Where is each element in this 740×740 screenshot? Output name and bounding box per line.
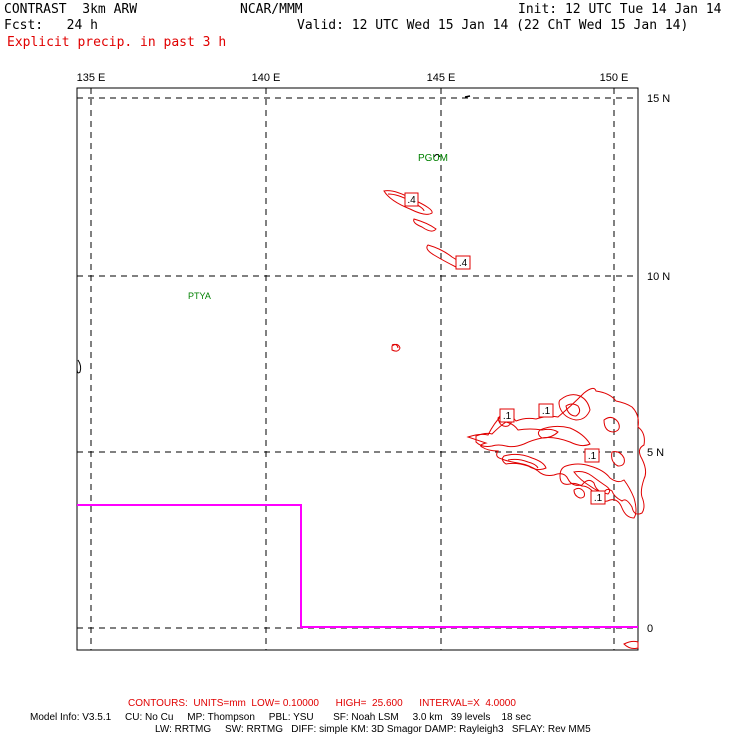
model-info-physics: LW: RRTMG SW: RRTMG DIFF: simple KM: 3D … [155, 724, 591, 735]
contour-small-b [391, 343, 399, 349]
coastline-guam [433, 154, 441, 158]
forecast-hour: Fcst: 24 h [4, 18, 98, 33]
contour-east-south-blob [573, 487, 585, 499]
contour-info: CONTOURS: UNITS=mm LOW= 0.10000 HIGH= 25… [128, 698, 516, 709]
contour-label: .4 [407, 195, 416, 206]
contour-label: .1 [594, 493, 603, 504]
valid-time: Valid: 12 UTC Wed 15 Jan 14 (22 ChT Wed … [297, 18, 689, 33]
contour-east-inner-4b [565, 403, 581, 417]
contour-label-box [404, 192, 419, 207]
coastline-palau [76, 359, 82, 374]
contour-north-3 [426, 244, 461, 268]
contour-east-inner-5 [537, 425, 591, 447]
precip-contours [383, 190, 647, 649]
organization: NCAR/MMM [240, 2, 303, 17]
lat-label-15n: 15 N [647, 93, 670, 105]
lon-label-140e: 140 E [252, 72, 281, 84]
contour-east-outer [466, 387, 647, 515]
coastline-north-island [464, 95, 471, 98]
lat-label-5n: 5 N [647, 447, 664, 459]
contour-label-box [538, 403, 554, 418]
contour-east-inner-6 [603, 416, 620, 433]
contour-label: .1 [503, 411, 512, 422]
contour-east-inner-7 [611, 451, 625, 467]
contour-east-south [559, 463, 637, 519]
contour-southeast-corner [623, 640, 639, 649]
contour-east-south-inner [573, 471, 611, 495]
lat-label-10n: 10 N [647, 271, 670, 283]
contour-east-inner-3b [507, 458, 539, 469]
contour-label-box [499, 408, 515, 423]
contour-label: .4 [459, 258, 468, 269]
map-frame [76, 87, 639, 651]
contour-label-box [584, 448, 600, 463]
contour-label-box [455, 255, 471, 270]
model-title: CONTRAST 3km ARW [4, 2, 138, 17]
contour-label-box [590, 490, 606, 505]
contour-labels: .4 .4 .1 .1 .1 .1 [404, 192, 606, 505]
contour-label: .1 [542, 406, 551, 417]
contour-north-2 [413, 218, 437, 232]
nest-boundary [77, 504, 638, 628]
init-time: Init: 12 UTC Tue 14 Jan 14 [518, 2, 722, 17]
contour-north-1 [383, 190, 433, 215]
contour-label: .1 [588, 451, 597, 462]
contour-east-inner-1 [475, 421, 559, 448]
lat-label-0: 0 [647, 623, 653, 635]
lon-label-150e: 150 E [600, 72, 629, 84]
lon-label-135e: 135 E [77, 72, 106, 84]
field-name: Explicit precip. in past 3 h [7, 35, 227, 50]
station-ptya: PTYA [188, 291, 211, 301]
station-pgum: PGUM [418, 153, 448, 164]
contour-small [391, 343, 401, 352]
model-info: Model Info: V3.5.1 CU: No Cu MP: Thompso… [30, 712, 531, 723]
contour-east-inner-4 [558, 394, 591, 421]
lon-label-145e: 145 E [427, 72, 456, 84]
contour-east-inner-3 [501, 453, 547, 471]
